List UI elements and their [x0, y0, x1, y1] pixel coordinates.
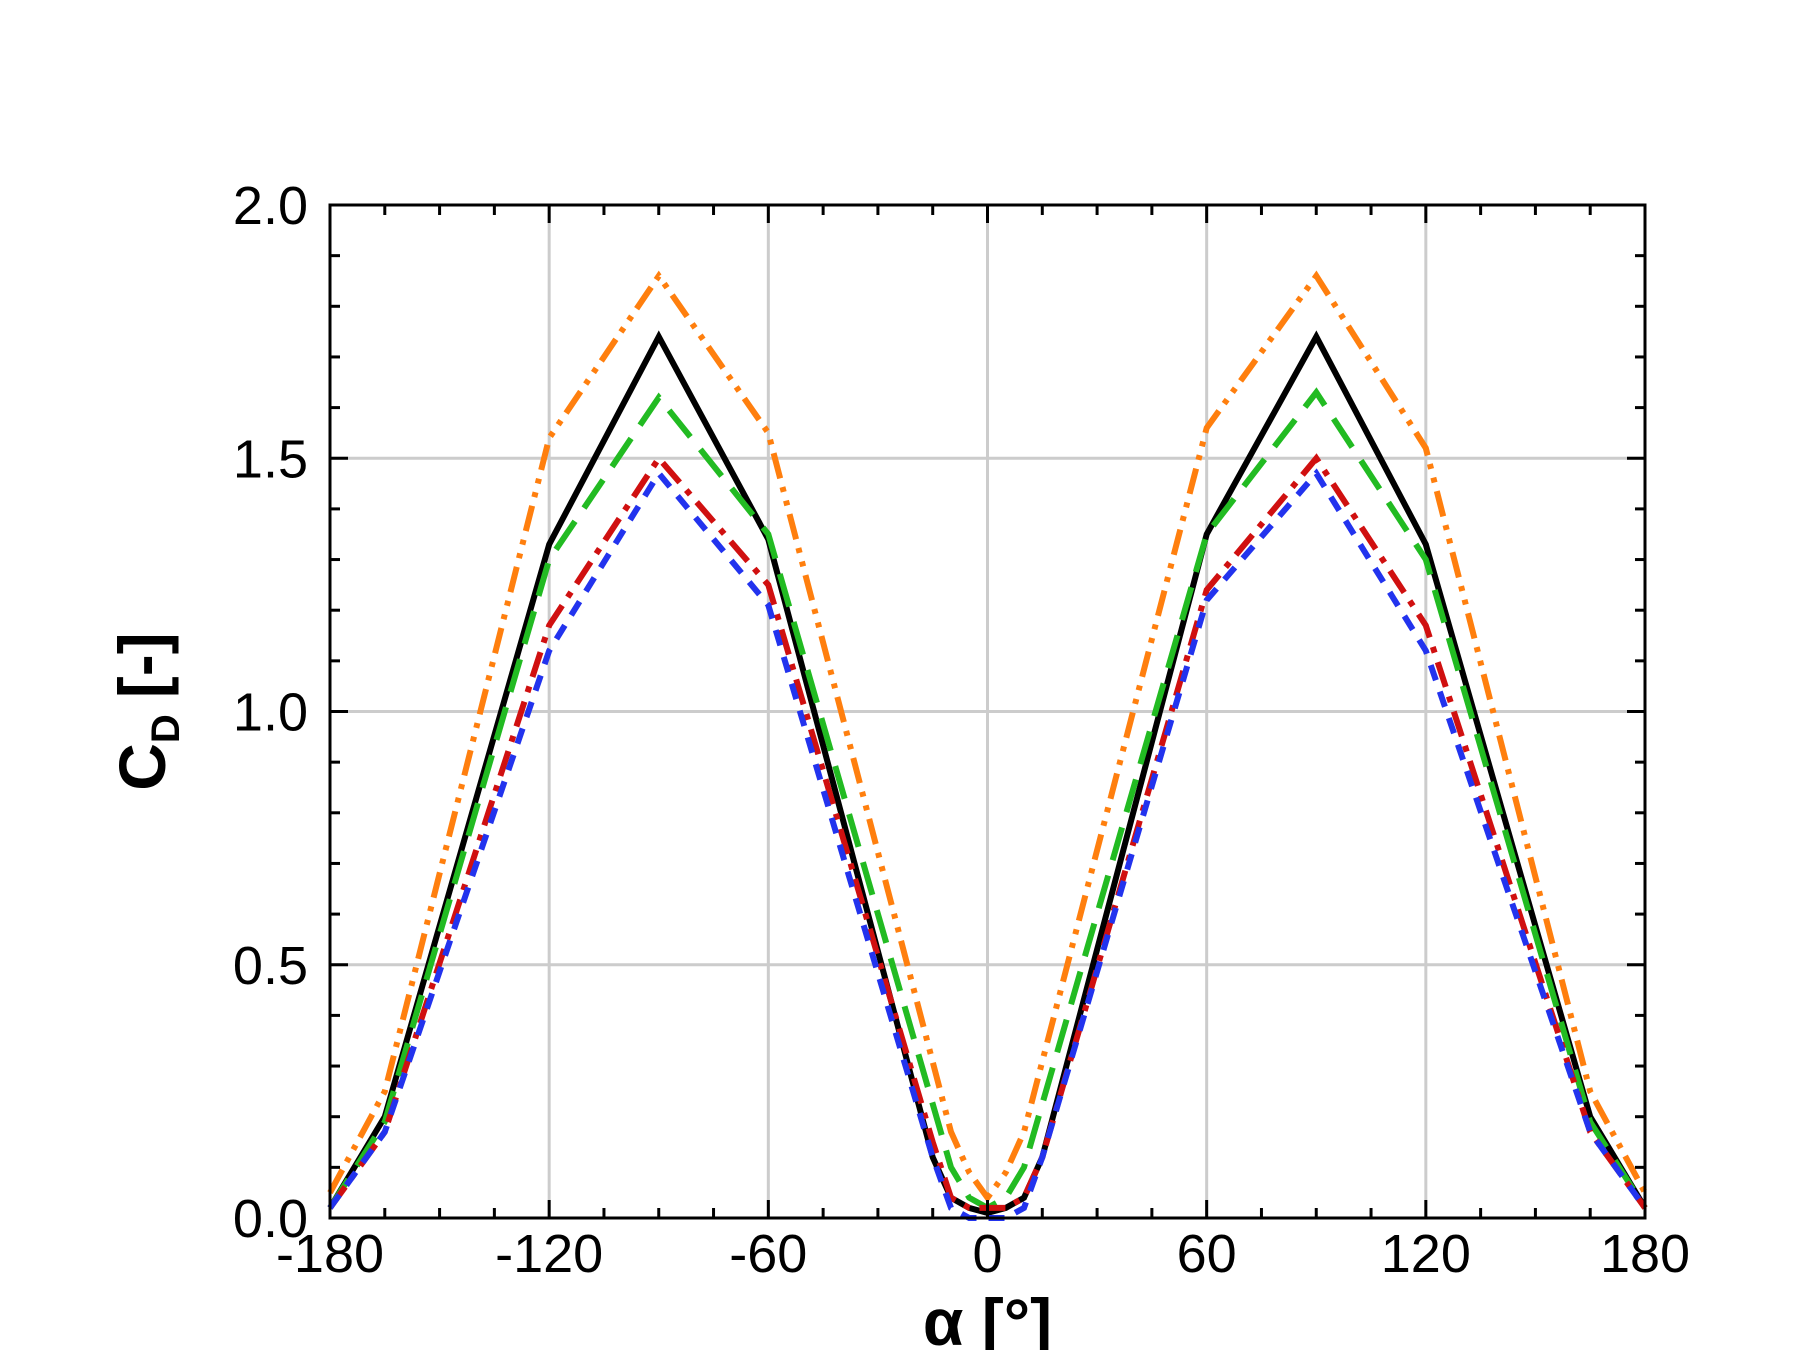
y-axis-label-unit: [-] — [105, 632, 179, 698]
tick-labels: -180 -120 -60 0 60 120 180 0.0 0.5 1.0 1.5 2.0 — [233, 176, 1690, 1284]
y-tick-label: 1.0 — [233, 683, 308, 743]
series-line-5 — [327, 468, 1648, 1221]
y-axis-label-symbol: C — [105, 743, 179, 791]
y-tick-label: 0.0 — [233, 1189, 308, 1249]
x-tick-label: -180 — [276, 1224, 384, 1284]
x-tick-label: 0 — [972, 1224, 1002, 1284]
tick-marks — [328, 203, 1647, 1220]
y-axis-label: CD [-] — [105, 632, 188, 791]
x-tick-label: 180 — [1600, 1224, 1690, 1284]
y-axis-label-subscript: D — [144, 714, 188, 743]
x-tick-label: 60 — [1177, 1224, 1237, 1284]
series-line-1 — [327, 270, 1648, 1203]
y-tick-label: 2.0 — [233, 176, 308, 236]
svg-text:CD[-]: CD [-] — [105, 632, 188, 791]
y-tick-label: 1.5 — [233, 429, 308, 489]
x-tick-label: 120 — [1381, 1224, 1471, 1284]
x-tick-label: -120 — [495, 1224, 603, 1284]
x-axis-label: α [°] — [923, 1285, 1052, 1350]
x-tick-label: -60 — [729, 1224, 807, 1284]
y-tick-label: 0.5 — [233, 936, 308, 996]
